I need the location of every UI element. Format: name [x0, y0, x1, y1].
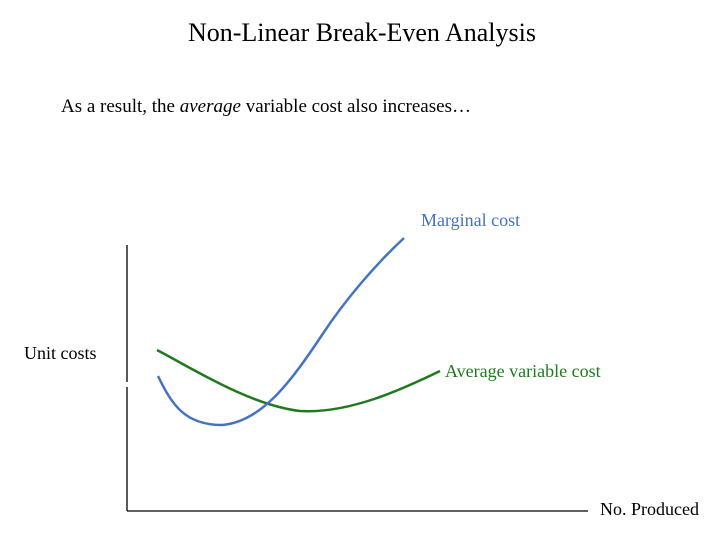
marginal-cost-label: Marginal cost [421, 210, 521, 230]
y-axis-label: Unit costs [24, 343, 97, 363]
average-variable-cost-curve [156, 348, 441, 413]
subtitle-text-end: variable cost also increases… [240, 96, 471, 117]
slide-title: Non-Linear Break-Even Analysis [187, 18, 536, 47]
subtitle-emphasis: average [179, 96, 241, 117]
x-axis-label: No. Produced [600, 499, 699, 519]
marginal-cost-curve [156, 237, 405, 427]
slide-subtitle: As a result, the average variable cost a… [61, 95, 471, 119]
subtitle-text-start: As a result, the [61, 96, 180, 117]
average-variable-cost-label: Average variable cost [445, 361, 601, 381]
